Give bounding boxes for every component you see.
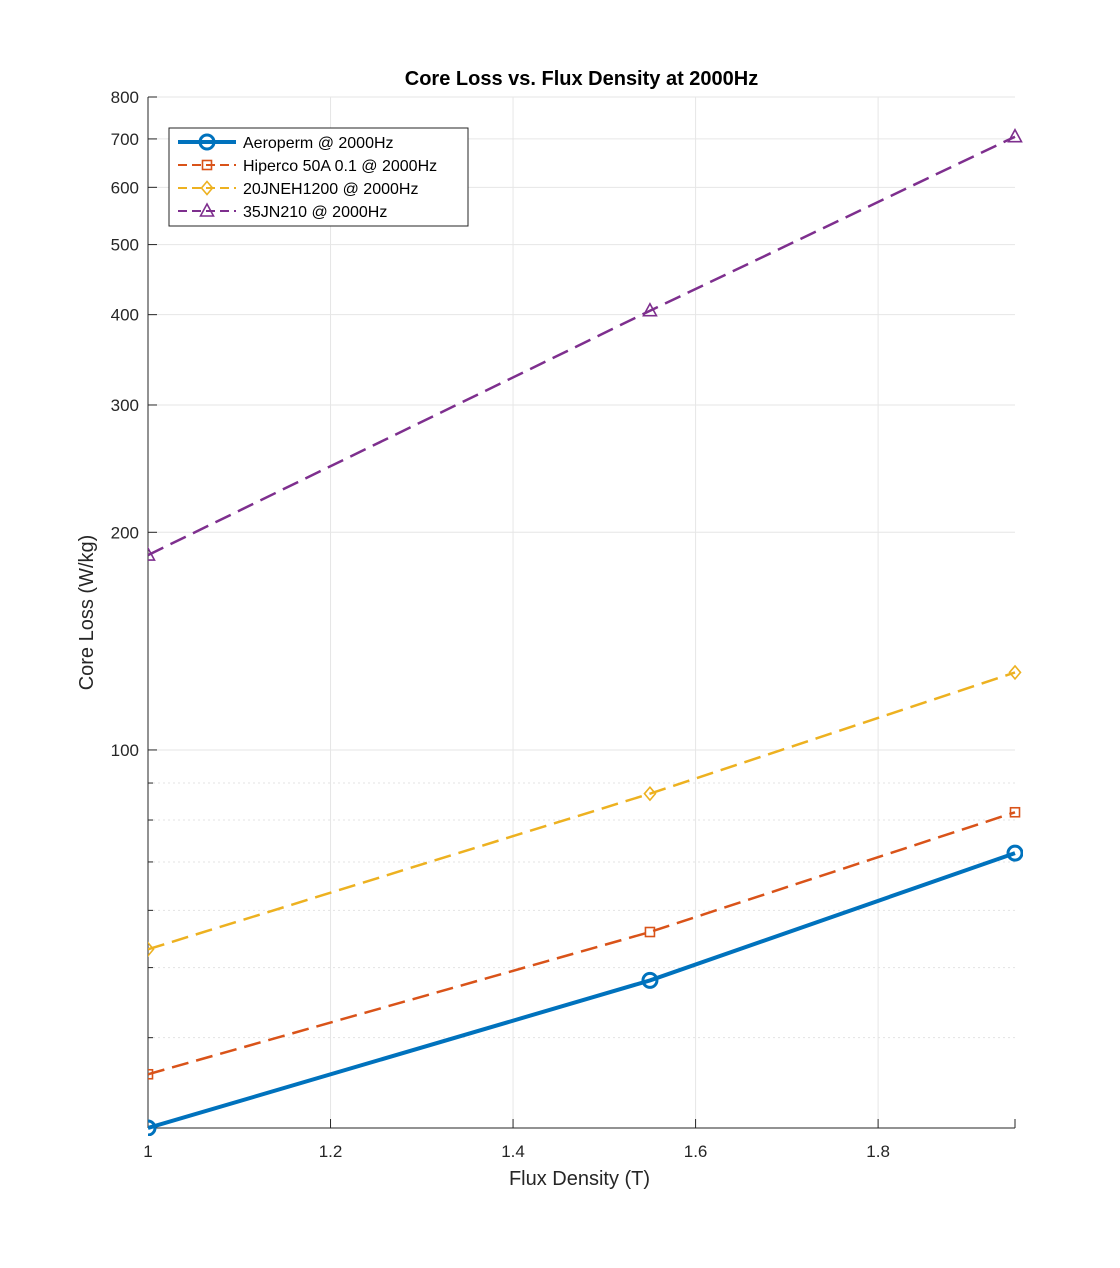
chart-title: Core Loss vs. Flux Density at 2000Hz — [405, 68, 758, 90]
y-axis-label: Core Loss (W/kg) — [76, 535, 98, 691]
x-tick-label: 1.6 — [684, 1142, 708, 1161]
data-point-marker — [199, 202, 215, 217]
y-tick-label: 600 — [111, 178, 139, 197]
series-line — [148, 851, 1016, 1130]
series-line — [148, 135, 1016, 557]
data-point-marker — [1007, 128, 1023, 143]
y-tick-label: 300 — [111, 396, 139, 415]
legend-label: 20JNEH1200 @ 2000Hz — [243, 181, 418, 198]
series-line — [148, 811, 1016, 1076]
x-tick-label: 1.2 — [319, 1142, 343, 1161]
data-point-marker — [148, 941, 155, 958]
data-point-marker — [148, 1068, 154, 1080]
data-point-marker — [642, 302, 658, 317]
y-tick-label: 800 — [111, 88, 139, 107]
series-2 — [148, 806, 1021, 1080]
legend: Aeroperm @ 2000Hz Hiperco 50A 0.1 @ 2000H… — [168, 127, 469, 227]
y-tick-label: 200 — [111, 523, 139, 542]
data-point-marker — [200, 180, 214, 196]
y-tick-label: 700 — [111, 130, 139, 149]
series-layer — [148, 128, 1023, 1136]
legend-box — [168, 127, 469, 227]
legend-label: 35JN210 @ 2000Hz — [243, 204, 387, 221]
series-line — [148, 671, 1016, 951]
data-point-marker — [1009, 806, 1021, 818]
y-tick-label: 400 — [111, 306, 139, 325]
legend-item: 20JNEH1200 @ 2000Hz — [178, 180, 418, 198]
grid — [147, 96, 1015, 1128]
legend-label: Aeroperm @ 2000Hz — [243, 135, 394, 152]
series-4 — [148, 128, 1023, 561]
legend-item: Aeroperm @ 2000Hz — [178, 133, 394, 152]
data-point-marker — [201, 159, 213, 171]
data-point-marker — [148, 1119, 157, 1136]
plot-area — [148, 97, 1015, 1128]
y-tick-label: 100 — [111, 741, 139, 760]
data-point-marker — [1008, 664, 1022, 681]
data-point-marker — [1006, 844, 1023, 862]
data-point-marker — [148, 546, 156, 561]
x-axis-label: Flux Density (T) — [509, 1168, 650, 1190]
x-tick-label: 1.4 — [501, 1142, 525, 1161]
data-point-marker — [198, 133, 216, 151]
legend-item: Hiperco 50A 0.1 @ 2000Hz — [178, 158, 437, 175]
tick-labels: 1 1.2 1.4 1.6 1.8 100 200 300 400 500 600 700 800 — [111, 88, 890, 1161]
x-tick-label: 1.8 — [866, 1142, 890, 1161]
series-1 — [148, 844, 1023, 1136]
legend-label: Hiperco 50A 0.1 @ 2000Hz — [243, 158, 437, 175]
series-3 — [148, 664, 1022, 958]
data-point-marker — [644, 926, 656, 938]
data-point-marker — [643, 785, 657, 802]
y-tick-label: 500 — [111, 236, 139, 255]
x-tick-label: 1 — [143, 1142, 152, 1161]
legend-item: 35JN210 @ 2000Hz — [178, 202, 387, 221]
data-point-marker — [641, 971, 659, 989]
